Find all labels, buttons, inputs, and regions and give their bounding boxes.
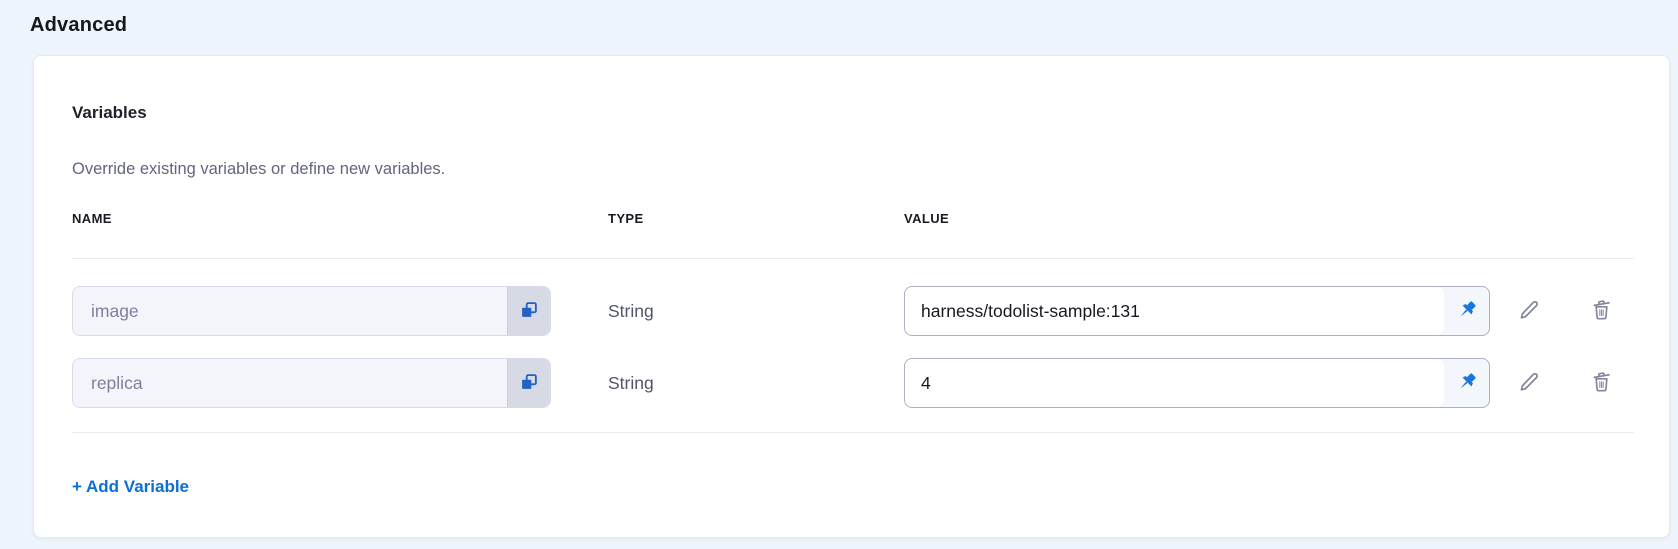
variable-value-input[interactable] [905,287,1444,335]
variable-type-label: String [608,372,654,393]
column-header-name: NAME [72,211,112,226]
column-header-type: TYPE [608,211,644,226]
copy-icon [518,371,540,396]
edit-button[interactable] [1514,368,1544,398]
pin-icon [1455,298,1479,325]
column-header-value: VALUE [904,211,950,226]
pin-button[interactable] [1444,287,1489,335]
trash-icon [1589,297,1614,325]
variable-row-replica: String [72,358,1634,408]
edit-button[interactable] [1514,296,1544,326]
pin-button[interactable] [1444,359,1489,407]
value-field-group [904,286,1490,336]
value-field-group [904,358,1490,408]
panel-title: Variables [72,103,147,122]
name-field-group [72,286,551,336]
variable-name-input[interactable] [73,359,507,407]
variables-panel: Variables Override existing variables or… [33,55,1670,538]
trash-icon [1589,369,1614,397]
variable-row-image: String [72,286,1634,336]
variable-value-input[interactable] [905,359,1444,407]
copy-icon [518,299,540,324]
delete-button[interactable] [1586,296,1616,326]
pencil-icon [1516,297,1542,326]
header-divider [72,258,1634,259]
name-field-group [72,358,551,408]
panel-description: Override existing variables or define ne… [72,160,446,178]
copy-button[interactable] [507,359,550,407]
page-title: Advanced [30,14,128,36]
pencil-icon [1516,369,1542,398]
pin-icon [1455,370,1479,397]
delete-button[interactable] [1586,368,1616,398]
table-header-row: NAME TYPE VALUE [72,211,1634,227]
copy-button[interactable] [507,287,550,335]
footer-divider [72,432,1634,433]
variable-type-label: String [608,300,654,321]
variable-name-input[interactable] [73,287,507,335]
add-variable-button[interactable]: + Add Variable [72,475,189,499]
